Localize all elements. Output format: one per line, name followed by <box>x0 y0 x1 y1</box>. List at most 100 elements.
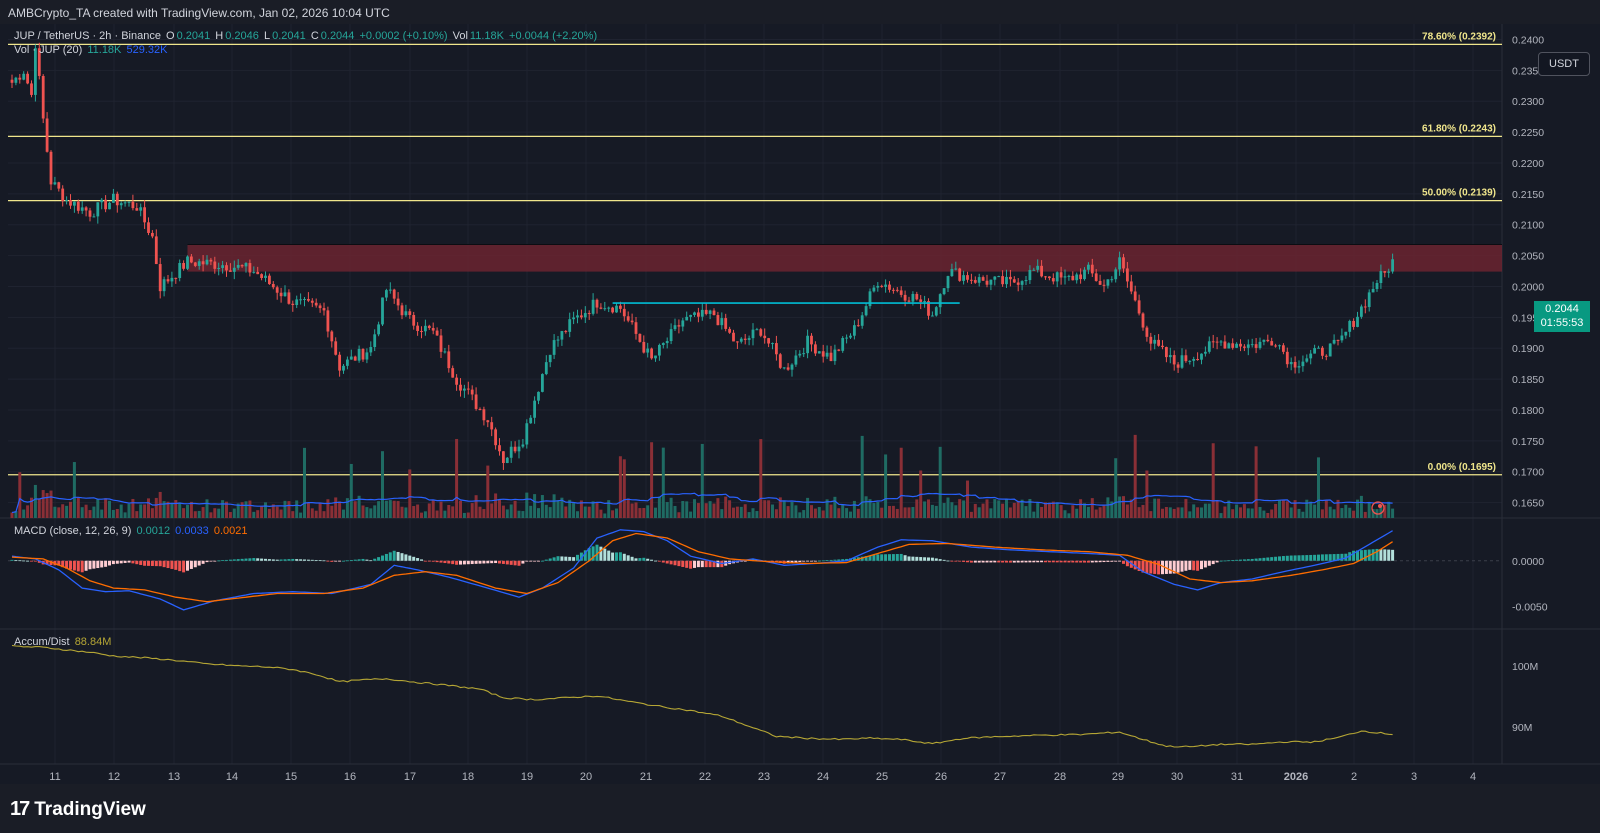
candle-155 <box>615 303 618 313</box>
volume-bar-231 <box>911 507 915 518</box>
candle-body-94 <box>377 324 380 335</box>
candle-body-167 <box>661 343 665 345</box>
volume-bar-50 <box>205 499 209 518</box>
volume-bar-353 <box>1387 501 1391 518</box>
candle-body-330 <box>1297 366 1301 368</box>
candle-body-124 <box>494 429 497 446</box>
candle-195 <box>771 342 774 350</box>
macd-pane[interactable] <box>8 529 1502 611</box>
macd-hist-bar-72 <box>291 558 295 561</box>
macd-hist-bar-291 <box>1145 560 1149 574</box>
volume-bar-71 <box>287 501 291 518</box>
volume-bar-319 <box>1254 446 1258 518</box>
candle-237 <box>934 305 938 317</box>
volume-bar-262 <box>1032 511 1036 518</box>
time-axis[interactable]: 11 12 13 14 15 16 17 18 19 20 21 22 23 24 25 26 27 28 29 30… <box>49 771 1476 783</box>
candle-body-312 <box>1227 343 1231 349</box>
candle-body-303 <box>1192 359 1196 361</box>
macd-hist-bar-344 <box>1352 550 1356 561</box>
candlestick-series[interactable] <box>10 42 1394 470</box>
candle-323 <box>1270 337 1274 346</box>
macd-hist-bar-180 <box>712 560 716 568</box>
macd-hist-bar-43 <box>178 560 182 572</box>
macd-hist-bar-140 <box>556 556 560 561</box>
candle-body-25 <box>108 202 111 210</box>
volume-bar-311 <box>1223 506 1227 518</box>
candle-248 <box>977 273 981 287</box>
candle-105 <box>420 326 423 339</box>
candle-body-49 <box>201 261 205 265</box>
candle-312 <box>1227 342 1231 349</box>
fibonacci-levels[interactable]: 78.60% (0.2392) 61.80% (0.2243) 50.00% (0.… <box>8 31 1502 476</box>
volume-bar-84 <box>338 501 342 518</box>
macd-hist-bar-335 <box>1317 554 1320 561</box>
volume-bar-47 <box>193 511 197 518</box>
volume-bar-80 <box>322 511 326 518</box>
candle-body-14 <box>65 200 68 202</box>
time-tick-16: 27 <box>994 771 1006 783</box>
candle-1 <box>14 76 18 86</box>
candle-body-324 <box>1274 345 1277 347</box>
candle-body-277 <box>1090 264 1094 274</box>
candle-body-47 <box>193 262 197 266</box>
macd-hist-bar-46 <box>189 560 193 569</box>
volume-bar-246 <box>969 511 973 518</box>
candle-45 <box>186 255 189 271</box>
candle-body-291 <box>1145 327 1149 337</box>
chart-canvas[interactable]: 78.60% (0.2392) 61.80% (0.2243) 50.00% (0.… <box>0 24 1600 784</box>
candle-49 <box>201 255 205 272</box>
volume-bar-273 <box>1075 508 1079 518</box>
candle-body-12 <box>57 182 61 189</box>
macd-hist-bar-31 <box>131 560 135 564</box>
candle-body-270 <box>1063 276 1067 278</box>
volume-bar-322 <box>1266 512 1270 518</box>
candle-body-240 <box>946 276 950 289</box>
candle-body-109 <box>435 330 439 336</box>
candle-269 <box>1059 266 1063 285</box>
time-tick-11: 22 <box>699 771 711 783</box>
volume-bar-24 <box>104 498 108 518</box>
candle-body-116 <box>463 388 466 391</box>
candle-body-29 <box>123 202 127 204</box>
macd-hist-bar-336 <box>1320 554 1324 561</box>
candle-body-193 <box>763 335 767 339</box>
candle-body-81 <box>326 310 330 332</box>
accum-dist-pane[interactable] <box>11 644 1393 748</box>
macd-hist-bar-21 <box>92 560 96 569</box>
macd-hist-bar-256 <box>1008 560 1012 563</box>
candle-225 <box>888 281 891 293</box>
volume-bar-206 <box>813 508 817 518</box>
time-tick-8: 19 <box>521 771 533 783</box>
volume-legend: Vol · JUP (20) 11.18K 529.32K <box>14 44 169 56</box>
time-tick-9: 20 <box>580 771 592 783</box>
candle-body-171 <box>677 325 681 327</box>
volume-bar-73 <box>295 500 299 518</box>
candle-body-62 <box>252 271 256 273</box>
candle-57 <box>232 260 236 280</box>
candle-334 <box>1313 344 1316 354</box>
grid-lines <box>0 24 1600 784</box>
price-change: +0.0002 (+0.10%) <box>359 30 448 42</box>
macd-hist-bar-99 <box>396 551 400 561</box>
volume-bar-74 <box>299 512 303 518</box>
candle-body-68 <box>275 287 279 293</box>
volume-bar-266 <box>1047 502 1051 518</box>
volume-bar-44 <box>182 508 186 518</box>
volume-bar-347 <box>1363 511 1367 518</box>
candle-193 <box>763 328 767 344</box>
macd-hist-bar-334 <box>1313 554 1317 561</box>
volume-bar-195 <box>771 504 774 518</box>
chart-frame[interactable]: 78.60% (0.2392) 61.80% (0.2243) 50.00% (0.… <box>0 24 1600 784</box>
macd-hist-bar-49 <box>201 560 205 564</box>
tradingview-brand[interactable]: 17 TradingView <box>10 798 146 821</box>
price-axis[interactable]: 0.2400 0.2350 0.2300 0.2250 0.2200 0.2150 0.21… <box>1371 34 1548 734</box>
macd-hist-bar-303 <box>1192 560 1196 571</box>
volume-bar-188 <box>743 504 747 518</box>
macd-hist-bar-319 <box>1254 558 1258 561</box>
candle-body-188 <box>743 338 747 340</box>
candle-body-225 <box>888 284 891 290</box>
macd-hist-bar-354 <box>1391 549 1395 561</box>
macd-hist-bar-145 <box>576 554 579 561</box>
currency-button[interactable]: USDT <box>1538 52 1590 76</box>
volume-bar-98 <box>392 500 396 518</box>
